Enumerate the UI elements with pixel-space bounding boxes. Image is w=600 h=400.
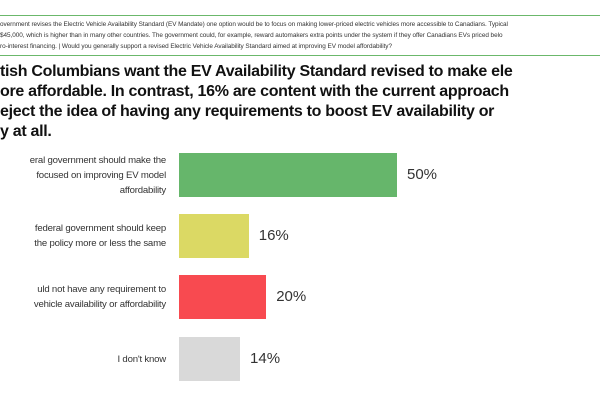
question-line: overnment revises the Electric Vehicle A… xyxy=(0,21,508,28)
category-label-line: uld not have any requirement to xyxy=(37,284,166,295)
value-label: 16% xyxy=(258,227,289,244)
value-label: 50% xyxy=(407,166,438,183)
category-label-line: I don't know xyxy=(117,353,167,365)
bar xyxy=(179,275,267,319)
value-label: 20% xyxy=(276,288,307,305)
category-label-line: vehicle availability or affordability xyxy=(33,299,166,310)
category-label-line: federal government should keep xyxy=(34,223,166,234)
category-label: federal government should keep the policy… xyxy=(0,221,166,251)
bar xyxy=(179,153,397,197)
value-label: 14% xyxy=(250,350,281,367)
category-label-line: affordability xyxy=(119,184,166,196)
headline-line: y at all. xyxy=(0,123,52,140)
category-label: I don't know xyxy=(0,352,167,367)
headline-line: eject the idea of having any requirement… xyxy=(0,103,495,120)
category-label-line: focused on improving EV model xyxy=(36,169,166,181)
question-line: ro-interest financing. | Would you gener… xyxy=(0,43,392,50)
question-box xyxy=(0,15,600,56)
question-line: $45,000, which is higher than in many ot… xyxy=(0,32,503,39)
headline-line: ore affordable. In contrast, 16% are con… xyxy=(0,83,509,100)
category-label-line: eral government should make the xyxy=(29,154,166,166)
category-label-line: the policy more or less the same xyxy=(34,238,166,249)
headline-line: tish Columbians want the EV Availability… xyxy=(0,63,513,80)
bar xyxy=(179,214,249,258)
bar xyxy=(179,337,241,381)
category-label: eral government should make the focused o… xyxy=(0,153,166,198)
category-label: uld not have any requirement to vehicle a… xyxy=(0,282,166,312)
